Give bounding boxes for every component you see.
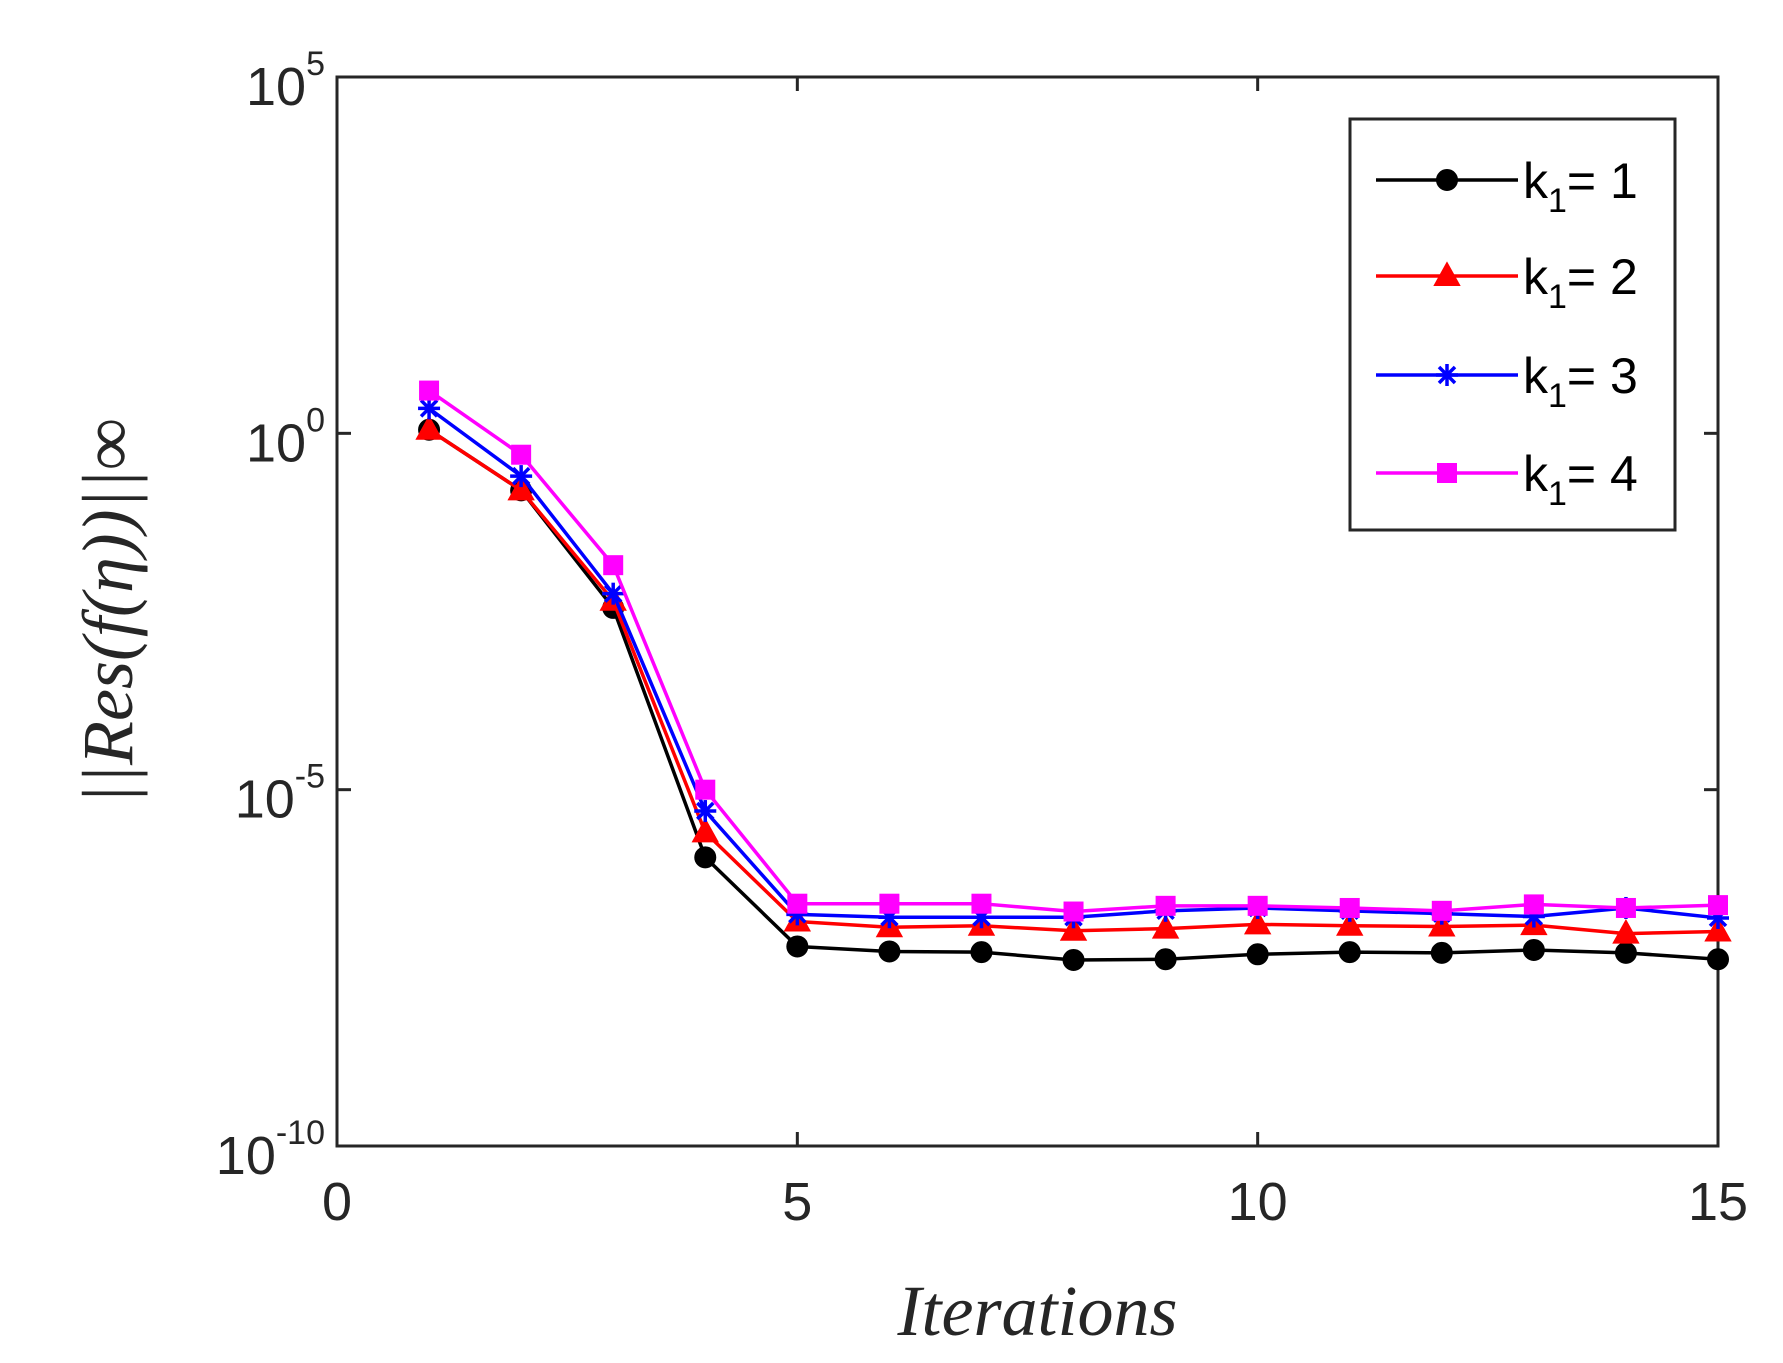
data-point xyxy=(787,893,808,914)
data-point xyxy=(1612,918,1640,944)
data-point xyxy=(695,779,716,800)
data-point xyxy=(691,817,719,843)
legend-label-subscript: 1 xyxy=(1548,182,1567,220)
x-axis-label: Iterations xyxy=(897,1271,1178,1351)
legend-item-k1-1: k1= 1 xyxy=(1376,153,1638,220)
data-point xyxy=(1246,943,1269,966)
data-point xyxy=(1338,941,1361,964)
legend-item-k1-4: k1= 4 xyxy=(1376,446,1638,513)
data-point xyxy=(970,941,993,964)
legend-marker xyxy=(1436,169,1458,191)
y-tick-exponent: 0 xyxy=(306,401,325,439)
legend-label-value: = 3 xyxy=(1567,348,1638,404)
data-point xyxy=(603,555,624,576)
data-point xyxy=(511,444,532,465)
data-point xyxy=(1063,901,1084,922)
data-point xyxy=(415,415,443,440)
data-point xyxy=(507,475,535,501)
data-point xyxy=(602,582,625,605)
data-point xyxy=(1522,939,1545,962)
legend-label-value: = 2 xyxy=(1567,249,1638,305)
data-point xyxy=(1428,911,1456,937)
y-tick-base: 10 xyxy=(246,57,306,117)
data-point xyxy=(1523,894,1544,915)
data-point xyxy=(1151,913,1180,939)
legend-label: k1= 3 xyxy=(1523,348,1638,415)
x-tick-label: 10 xyxy=(1228,1172,1288,1232)
plot-area: 0 5 10 1510510010-510-10Iterations||Res(f(η… xyxy=(68,45,1748,1351)
y-axis-label: ||Res(f(η))||∞ xyxy=(68,418,148,804)
y-tick-base: 10 xyxy=(216,1126,276,1186)
data-point xyxy=(510,465,533,488)
data-point xyxy=(1431,900,1452,921)
data-point xyxy=(1430,941,1453,964)
data-point xyxy=(1062,948,1085,971)
data-point xyxy=(1704,916,1732,942)
data-point xyxy=(1059,916,1088,941)
data-point xyxy=(1707,948,1729,971)
data-point xyxy=(786,935,809,958)
data-point xyxy=(1614,941,1637,964)
data-point xyxy=(878,940,901,963)
x-tick-label: 5 xyxy=(782,1172,812,1232)
data-point xyxy=(419,380,440,401)
y-tick-label: 10-5 xyxy=(235,758,325,830)
y-tick-label: 10-10 xyxy=(216,1114,325,1186)
data-point xyxy=(1336,911,1364,936)
legend-label-subscript: 1 xyxy=(1548,377,1567,415)
y-tick-base: 10 xyxy=(235,770,295,830)
y-tick-exponent: -5 xyxy=(295,758,325,796)
data-point xyxy=(1708,895,1728,916)
y-tick-base: 10 xyxy=(246,413,306,473)
data-point xyxy=(1339,897,1360,918)
legend-item-k1-2: k1= 2 xyxy=(1376,249,1638,316)
legend-label: k1= 2 xyxy=(1523,249,1638,316)
legend-label-main: k xyxy=(1523,249,1549,305)
legend-marker xyxy=(1437,463,1457,483)
y-tick-exponent: 5 xyxy=(306,45,325,83)
data-point xyxy=(694,846,717,869)
data-point xyxy=(694,800,717,823)
data-point xyxy=(1243,909,1272,935)
legend-label-main: k xyxy=(1523,348,1549,404)
legend-label-main: k xyxy=(1523,153,1549,209)
legend: k1= 1k1= 2k1= 3k1= 4 xyxy=(1348,117,1677,532)
data-point xyxy=(1247,895,1268,916)
x-tick-label: 15 xyxy=(1688,1172,1748,1232)
legend-label-value: = 1 xyxy=(1567,153,1638,209)
legend-label-value: = 4 xyxy=(1567,446,1638,502)
legend-label-subscript: 1 xyxy=(1548,475,1567,513)
legend-label-main: k xyxy=(1523,446,1549,502)
y-tick-label: 100 xyxy=(246,401,325,473)
data-point xyxy=(1155,895,1176,916)
legend-box xyxy=(1348,117,1677,532)
y-tick-exponent: -10 xyxy=(276,1114,325,1152)
legend-label: k1= 1 xyxy=(1523,153,1638,220)
legend-marker xyxy=(1433,261,1461,286)
legend-item-k1-3: k1= 3 xyxy=(1376,348,1638,415)
axes-box xyxy=(335,75,1720,1148)
data-point xyxy=(879,893,900,914)
series-k1-4 xyxy=(419,380,1728,922)
data-point xyxy=(418,397,441,420)
legend-label-subscript: 1 xyxy=(1548,278,1567,316)
series-k1-1 xyxy=(418,418,1729,971)
data-point xyxy=(971,893,992,914)
y-tick-label: 105 xyxy=(246,45,325,117)
data-point xyxy=(1615,897,1636,918)
legend-label: k1= 4 xyxy=(1523,446,1638,513)
series-k1-2 xyxy=(415,415,1732,944)
legend-marker xyxy=(1436,364,1458,386)
x-tick-label: 0 xyxy=(322,1172,352,1232)
data-point xyxy=(1154,948,1177,971)
